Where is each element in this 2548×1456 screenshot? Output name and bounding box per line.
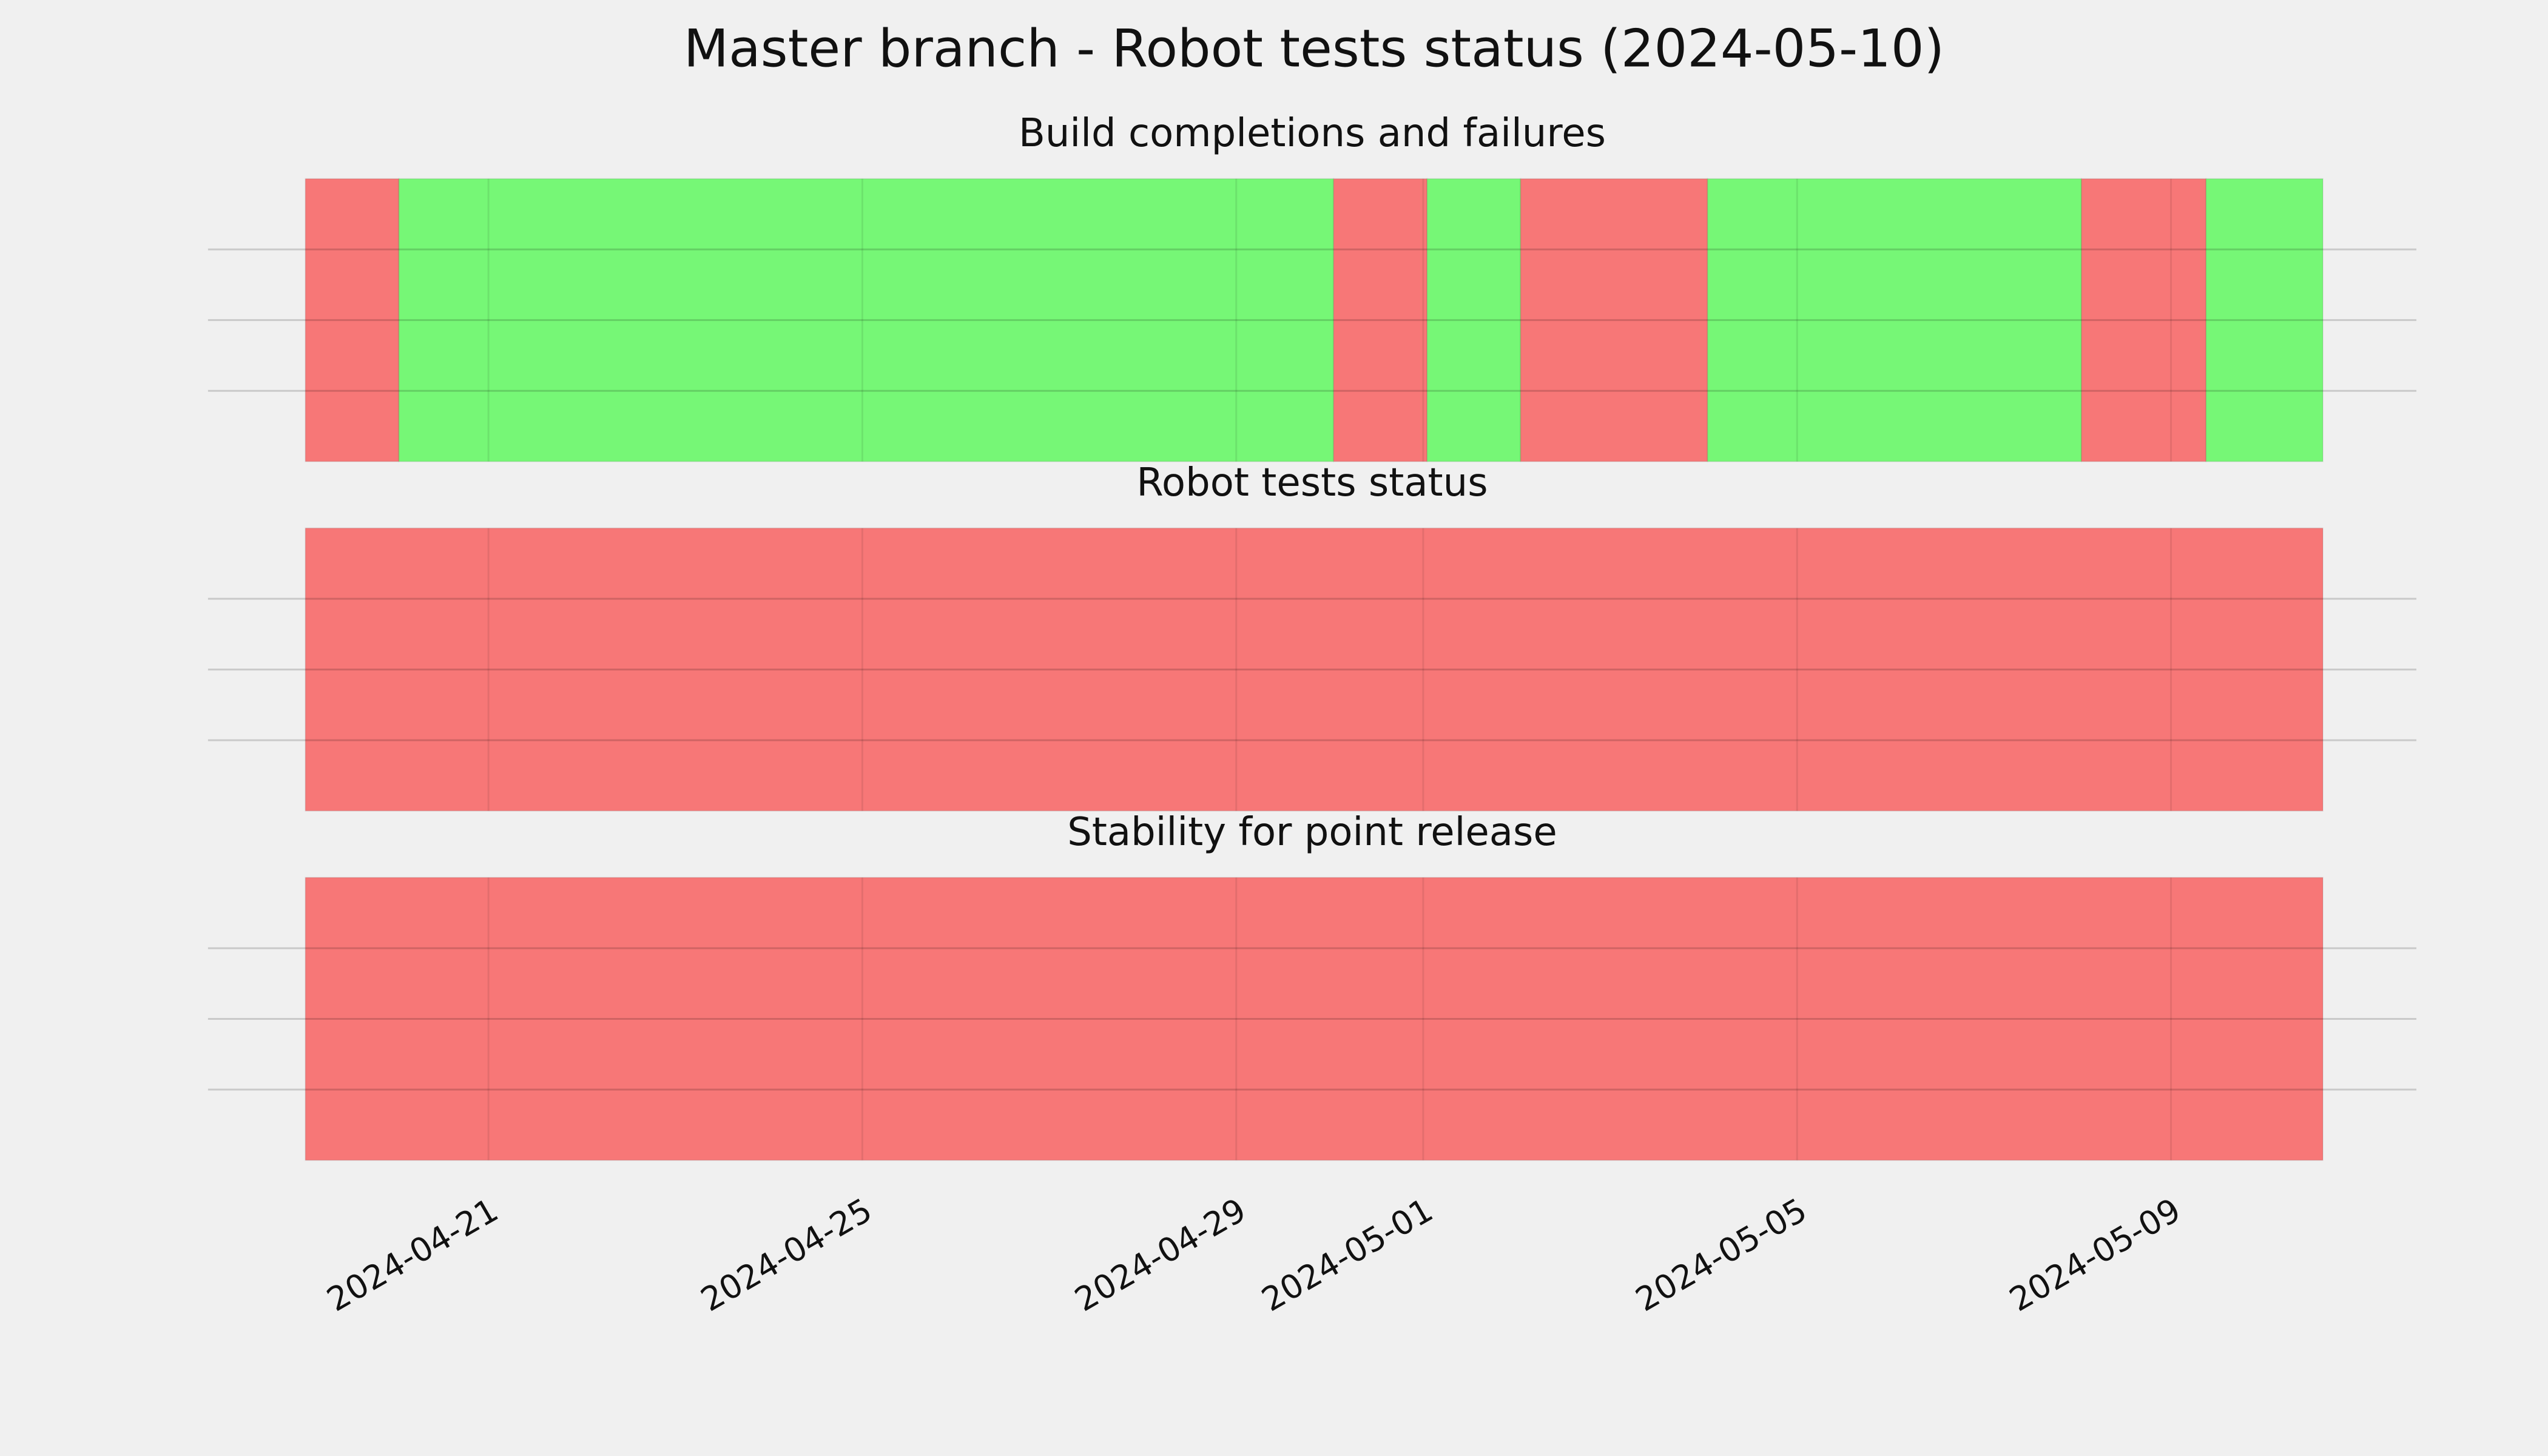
x-tick-label: 2024-04-25 bbox=[695, 1191, 878, 1319]
x-tick-label: 2024-05-05 bbox=[1629, 1191, 1813, 1319]
status-segment bbox=[1426, 178, 1522, 462]
status-segment bbox=[305, 178, 400, 462]
x-tick-label: 2024-04-21 bbox=[320, 1191, 504, 1319]
status-segment bbox=[1333, 178, 1428, 462]
x-tick-label: 2024-05-01 bbox=[1255, 1191, 1439, 1319]
x-tick-label: 2024-05-09 bbox=[2003, 1191, 2187, 1319]
status-segment bbox=[2205, 178, 2324, 462]
x-tick-label: 2024-04-29 bbox=[1068, 1191, 1252, 1319]
status-segment bbox=[305, 877, 2324, 1161]
status-segment bbox=[1520, 178, 1708, 462]
status-segment bbox=[305, 527, 2324, 812]
status-segment bbox=[1707, 178, 2082, 462]
panel-title: Stability for point release bbox=[1067, 810, 1557, 855]
status-segment bbox=[2080, 178, 2207, 462]
panel-title: Robot tests status bbox=[1136, 460, 1488, 505]
panel-title: Build completions and failures bbox=[1019, 111, 1606, 156]
chart-title: Master branch - Robot tests status (2024… bbox=[684, 18, 1944, 79]
status-segment bbox=[398, 178, 1335, 462]
